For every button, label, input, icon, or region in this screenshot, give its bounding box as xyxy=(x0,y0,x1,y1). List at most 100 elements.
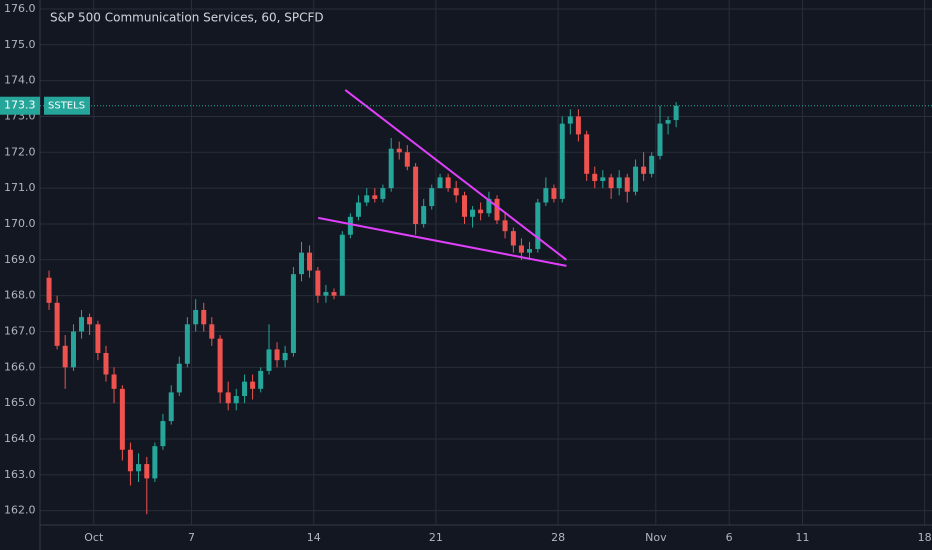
candle-body xyxy=(364,195,370,203)
candle-body xyxy=(355,202,361,217)
candle-body xyxy=(160,421,166,447)
candle-body xyxy=(559,123,565,199)
candle-body xyxy=(608,177,614,189)
candle-body xyxy=(184,324,190,364)
candle-body xyxy=(339,234,345,296)
candle-body xyxy=(54,302,60,346)
x-tick-label: 7 xyxy=(188,531,195,544)
candle-body xyxy=(396,148,402,153)
candle-body xyxy=(87,317,93,325)
candle-body xyxy=(79,317,85,332)
candle-body xyxy=(633,166,639,192)
y-tick-label: 176.0 xyxy=(4,2,36,15)
y-tick-label: 174.0 xyxy=(4,74,36,87)
candle-body xyxy=(575,116,581,135)
symbol-box xyxy=(44,96,90,115)
candle-body xyxy=(225,392,231,404)
candle-body xyxy=(673,105,679,121)
trendline xyxy=(344,89,568,261)
candle-body xyxy=(478,209,484,214)
candle-body xyxy=(135,464,141,472)
candle-body xyxy=(657,123,663,156)
candle-body xyxy=(250,381,256,389)
candle-body xyxy=(413,166,419,224)
candle-body xyxy=(616,177,622,189)
candle-body xyxy=(592,173,598,181)
candle-body xyxy=(518,245,524,253)
candle-body xyxy=(404,152,410,167)
x-tick-label: Oct xyxy=(84,531,104,544)
candle-body xyxy=(274,349,280,361)
candle-body xyxy=(323,292,329,296)
candle-body xyxy=(217,338,223,393)
candle-body xyxy=(331,292,337,296)
candle-body xyxy=(429,188,435,207)
candle-body xyxy=(201,309,207,325)
last-price-box xyxy=(0,96,40,115)
candle-body xyxy=(388,148,394,189)
y-tick-label: 171.0 xyxy=(4,181,36,194)
x-tick-label: Nov xyxy=(645,531,667,544)
candle-body xyxy=(486,198,492,214)
candle-body xyxy=(494,198,500,221)
candle-body xyxy=(62,345,68,368)
x-tick-label: 11 xyxy=(795,531,809,544)
candle-body xyxy=(46,277,52,303)
candle-body xyxy=(242,381,248,396)
y-tick-label: 164.0 xyxy=(4,432,36,445)
y-tick-label: 163.0 xyxy=(4,468,36,481)
candle-body xyxy=(307,252,313,271)
y-tick-label: 175.0 xyxy=(4,38,36,51)
candle-body xyxy=(567,116,573,124)
candle-body xyxy=(315,270,321,296)
y-tick-label: 169.0 xyxy=(4,253,36,266)
trendline xyxy=(317,216,567,267)
candle-body xyxy=(380,188,386,199)
candle-body xyxy=(103,352,109,375)
x-tick-label: 21 xyxy=(429,531,443,544)
chart-title: S&P 500 Communication Services, 60, SPCF… xyxy=(50,11,324,25)
y-tick-label: 162.0 xyxy=(4,504,36,517)
candle-body xyxy=(144,464,150,479)
candle-body xyxy=(421,206,427,224)
last-price-label: 173.3 xyxy=(4,99,36,112)
candle-body xyxy=(445,177,451,189)
candle-body xyxy=(665,120,671,124)
candle-body xyxy=(437,177,443,189)
candle-body xyxy=(152,446,158,479)
candle-body xyxy=(372,195,378,199)
y-tick-label: 172.0 xyxy=(4,145,36,158)
candle-body xyxy=(298,252,304,275)
x-tick-label: 14 xyxy=(307,531,321,544)
x-tick-label: 6 xyxy=(726,531,733,544)
x-tick-label: 18 xyxy=(918,531,932,544)
symbol-label: SSTELS xyxy=(48,101,85,112)
candle-body xyxy=(527,249,533,253)
candle-body xyxy=(543,188,549,203)
candle-body xyxy=(119,388,125,450)
candle-body xyxy=(258,370,264,389)
candle-body xyxy=(600,177,606,181)
candle-body xyxy=(168,392,174,422)
candle-body xyxy=(282,352,288,361)
candle-body xyxy=(233,395,239,404)
candle-body xyxy=(347,216,353,235)
candle-body xyxy=(584,134,590,174)
candle-body xyxy=(70,331,76,368)
candle-body xyxy=(624,177,630,192)
x-tick-label: 28 xyxy=(551,531,565,544)
candle-body xyxy=(649,155,655,174)
candle-body xyxy=(127,449,133,472)
candle-body xyxy=(510,231,516,246)
y-tick-label: 167.0 xyxy=(4,324,36,337)
candle-body xyxy=(535,202,541,250)
candle-body xyxy=(266,349,272,371)
candle-body xyxy=(176,363,182,393)
candle-body xyxy=(453,188,459,196)
candle-body xyxy=(461,195,467,217)
candle-body xyxy=(641,166,647,174)
candle-body xyxy=(290,274,296,353)
candle-body xyxy=(111,374,117,389)
y-tick-label: 166.0 xyxy=(4,360,36,373)
